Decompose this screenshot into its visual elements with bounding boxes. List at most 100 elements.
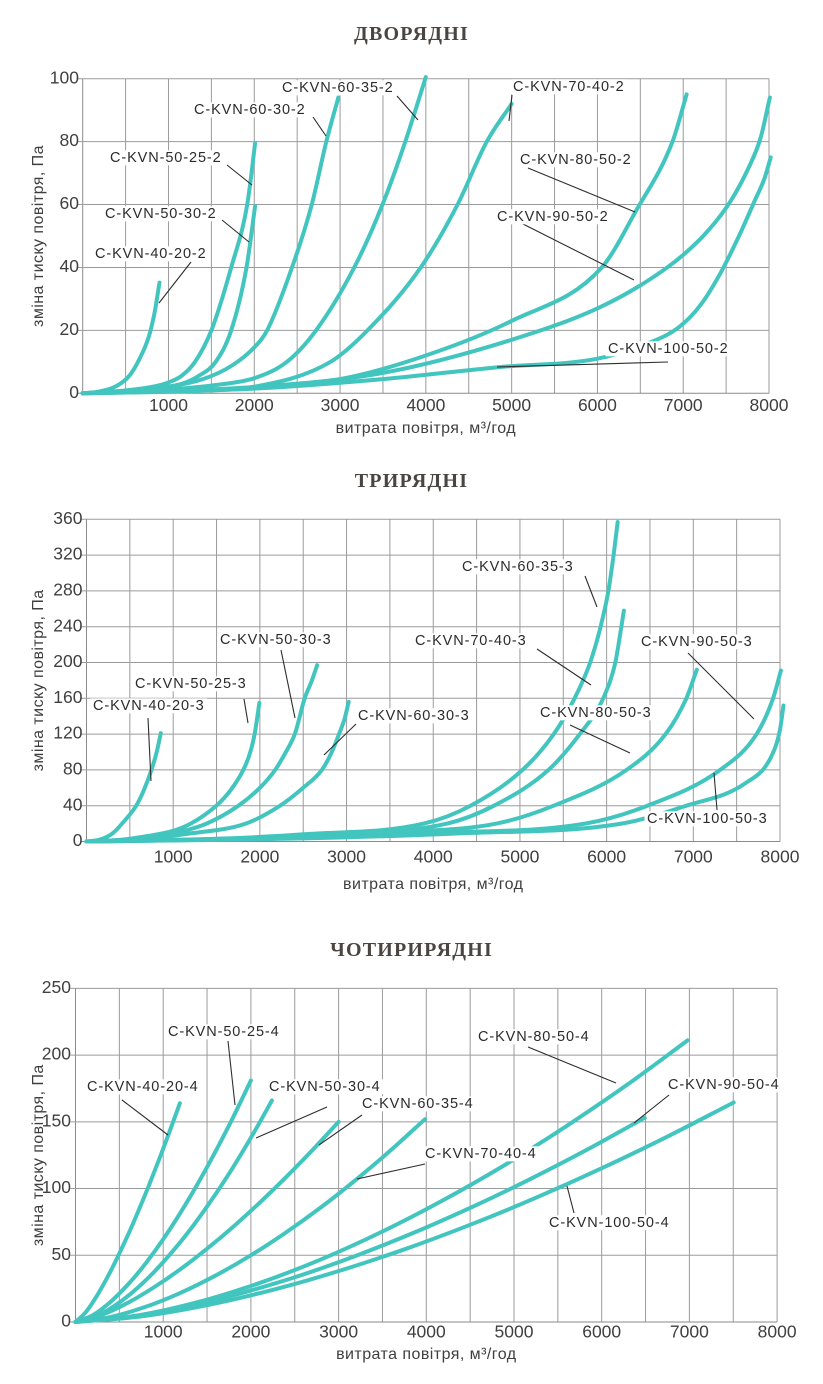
y-tick-label: 200 (42, 1044, 71, 1064)
series-label: C-KVN-70-40-3 (415, 633, 527, 649)
x-tick-label: 3000 (327, 847, 366, 867)
x-tick-label: 4000 (414, 847, 453, 867)
leader-line (633, 1094, 670, 1124)
leader-line (396, 95, 419, 121)
leader-line (227, 1040, 236, 1106)
series-label: C-KVN-100-50-2 (608, 341, 729, 357)
series-label: C-KVN-90-50-4 (668, 1077, 780, 1093)
series-label: C-KVN-60-35-3 (462, 559, 574, 575)
leader-line (536, 648, 592, 686)
curve-c-kvn-50-25-4 (73, 1078, 253, 1324)
leader-line (226, 164, 253, 186)
curve-c-kvn-100-50-2 (80, 155, 773, 396)
series-label: C-KVN-80-50-3 (540, 705, 652, 721)
label-halo (537, 705, 655, 721)
x-tick-label: 6000 (582, 1322, 621, 1342)
grid (70, 987, 778, 1323)
leader-line (569, 724, 631, 754)
curve-c-kvn-60-35-4 (73, 1119, 341, 1324)
y-tick-label: 0 (73, 830, 83, 850)
chart-three-row: C-KVN-40-20-3 C-KVN-50-25-3 C-KVN-50-30-3 C… (30, 508, 800, 893)
label-halo (546, 1215, 673, 1231)
x-tick-label: 1000 (149, 395, 188, 415)
label-halo (517, 152, 635, 168)
y-tick-label: 50 (52, 1244, 72, 1264)
label-halo (102, 206, 220, 222)
y-axis-title: зміна тиску повітря, Па (30, 145, 47, 327)
x-tick-label: 6000 (587, 847, 626, 867)
series-label: C-KVN-50-30-3 (220, 632, 332, 648)
curves (73, 1038, 736, 1324)
label-halo (279, 80, 397, 96)
label-halo (84, 1079, 202, 1095)
curve-c-kvn-80-50-2 (80, 92, 689, 396)
curve-c-kvn-60-30-2 (80, 95, 341, 396)
label-halo (355, 708, 473, 724)
x-axis-title: витрата повітря, м³/год (336, 420, 517, 437)
leader-line (508, 94, 513, 122)
leader-line (255, 1106, 328, 1139)
y-tick-label: 40 (63, 794, 83, 814)
tick-labels: 1000 2000 3000 4000 5000 6000 7000 8000 0 20 40 60 8… (50, 67, 789, 415)
y-tick-label: 240 (53, 615, 82, 635)
series-label: C-KVN-50-30-2 (105, 206, 217, 222)
x-tick-label: 1000 (154, 847, 193, 867)
leader-line (280, 649, 296, 719)
x-tick-label: 2000 (231, 1322, 270, 1342)
leader-line (312, 116, 327, 137)
leader-line (323, 723, 357, 756)
leader-line (221, 219, 250, 243)
series-labels: C-KVN-40-20-4C-KVN-50-25-4C-KVN-50-30-4C… (84, 1024, 783, 1231)
series-label: C-KVN-80-50-2 (520, 152, 632, 168)
y-tick-label: 100 (50, 67, 79, 87)
curve-c-kvn-50-30-4 (73, 1098, 274, 1324)
label-halo (605, 341, 732, 357)
label-halo (90, 698, 208, 714)
x-tick-label: 7000 (674, 847, 713, 867)
label-halo (107, 150, 225, 166)
series-labels: C-KVN-40-20-2 C-KVN-50-30-2 C-KVN-50-25-2 C… (92, 79, 732, 368)
curve-c-kvn-40-20-4 (73, 1101, 182, 1324)
chart-2-title: ТРИРЯДНІ (354, 470, 469, 492)
grid (81, 518, 781, 842)
y-tick-label: 200 (53, 651, 82, 671)
curve-c-kvn-100-50-3 (84, 703, 786, 844)
leader-line (121, 1099, 169, 1136)
leader-line (527, 1046, 617, 1084)
label-halo (494, 209, 612, 225)
series-label: C-KVN-60-35-4 (362, 1096, 474, 1112)
label-halo (665, 1077, 783, 1093)
series-label: C-KVN-50-30-4 (269, 1079, 381, 1095)
label-halo (217, 632, 335, 648)
x-tick-label: 1000 (144, 1322, 183, 1342)
chart-two-row: C-KVN-40-20-2 C-KVN-50-30-2 C-KVN-50-25-2 C… (30, 67, 789, 437)
series-labels: C-KVN-40-20-3 C-KVN-50-25-3 C-KVN-50-30-3 C… (90, 559, 771, 827)
series-label: C-KVN-50-25-3 (135, 676, 247, 692)
y-tick-label: 60 (60, 193, 80, 213)
y-tick-label: 250 (42, 977, 71, 997)
label-halo (644, 811, 771, 827)
series-label: C-KVN-60-35-2 (282, 80, 394, 96)
series-label: C-KVN-40-20-4 (87, 1079, 199, 1095)
leader-line (318, 1114, 363, 1146)
x-axis-title: витрата повітря, м³/год (343, 876, 524, 893)
x-tick-label: 4000 (406, 395, 445, 415)
curve-c-kvn-100-50-4 (73, 1100, 736, 1324)
series-label: C-KVN-60-30-2 (194, 102, 306, 118)
leader-line (496, 361, 669, 368)
label-halo (475, 1029, 593, 1045)
tick-labels: 1000 2000 3000 4000 5000 6000 7000 8000 0 40 80 120… (53, 508, 799, 867)
y-tick-label: 80 (63, 759, 83, 779)
tick-labels: 1000 2000 3000 4000 5000 6000 7000 8000 0 50 100 15… (42, 977, 797, 1342)
x-tick-label: 5000 (500, 847, 539, 867)
series-label: C-KVN-70-40-2 (513, 79, 625, 95)
x-tick-label: 7000 (664, 395, 703, 415)
series-label: C-KVN-100-50-3 (647, 811, 768, 827)
x-tick-label: 2000 (240, 847, 279, 867)
x-tick-label: 2000 (235, 395, 274, 415)
curves (84, 520, 786, 844)
x-tick-label: 4000 (407, 1322, 446, 1342)
chart-1-title: ДВОРЯДНІ (353, 23, 470, 45)
label-halo (191, 102, 309, 118)
